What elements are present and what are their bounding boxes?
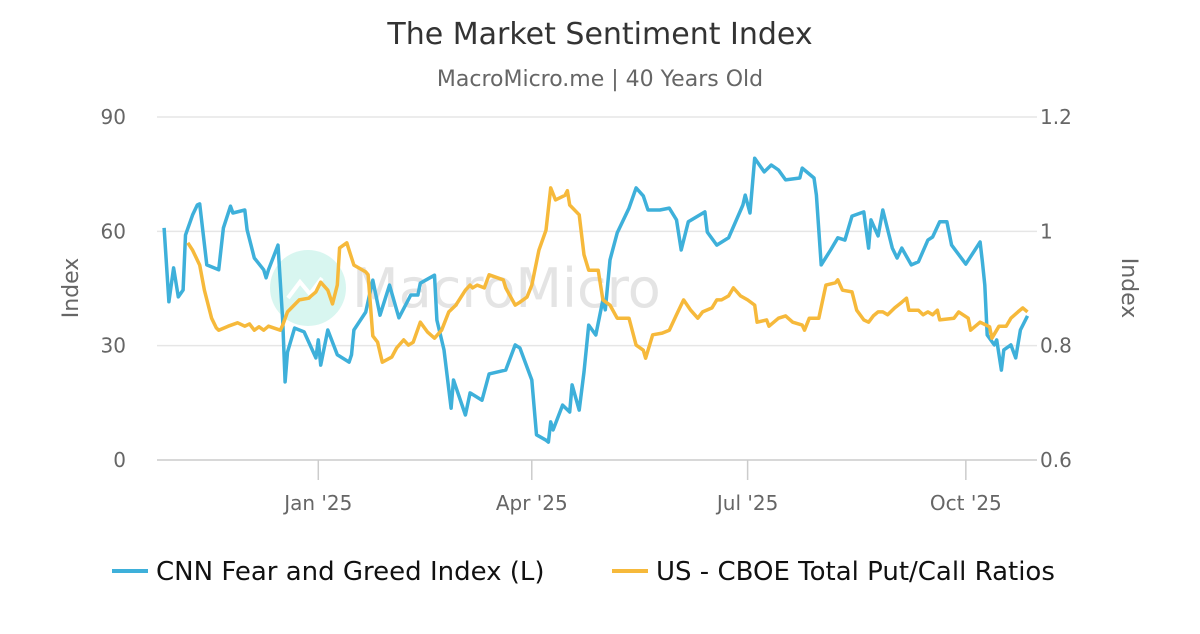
x-tick-label: Oct '25 <box>930 491 1002 515</box>
y-left-tick-label: 90 <box>101 105 126 129</box>
series-lines <box>162 156 1030 444</box>
y-right-label: Index <box>1116 258 1141 319</box>
legend: CNN Fear and Greed Index (L) US - CBOE To… <box>112 557 1055 587</box>
series-line-put-call <box>186 186 1029 364</box>
y-right-tick-label: 0.8 <box>1040 334 1072 358</box>
legend-item[interactable]: CNN Fear and Greed Index (L) <box>112 557 545 587</box>
legend-item[interactable]: US - CBOE Total Put/Call Ratios <box>612 557 1055 587</box>
y-left-tick-label: 30 <box>101 334 126 358</box>
chart-title: The Market Sentiment Index <box>386 17 812 52</box>
x-tick-label: Jan '25 <box>282 491 352 515</box>
y-left-label: Index <box>59 258 84 319</box>
watermark-logo-mark <box>286 276 324 300</box>
gridlines <box>157 116 1037 461</box>
legend-label: CNN Fear and Greed Index (L) <box>156 557 545 587</box>
legend-label: US - CBOE Total Put/Call Ratios <box>656 557 1055 587</box>
y-right-tick-label: 1.2 <box>1040 105 1072 129</box>
watermark-logo <box>270 250 346 326</box>
axes: 0 30 60 90 0.6 0.8 1 1.2 Jan '25 Apr '25 Jul '25 Oc… <box>101 105 1072 515</box>
x-tick-label: Apr '25 <box>496 491 568 515</box>
y-right-tick-label: 0.6 <box>1040 448 1072 472</box>
x-tick-label: Jul '25 <box>715 491 778 515</box>
y-right-tick-label: 1 <box>1040 219 1053 243</box>
series-line-fear-greed <box>162 156 1030 444</box>
y-left-tick-label: 0 <box>113 448 126 472</box>
y-left-tick-label: 60 <box>101 219 126 243</box>
chart-subtitle: MacroMicro.me | 40 Years Old <box>437 67 763 92</box>
